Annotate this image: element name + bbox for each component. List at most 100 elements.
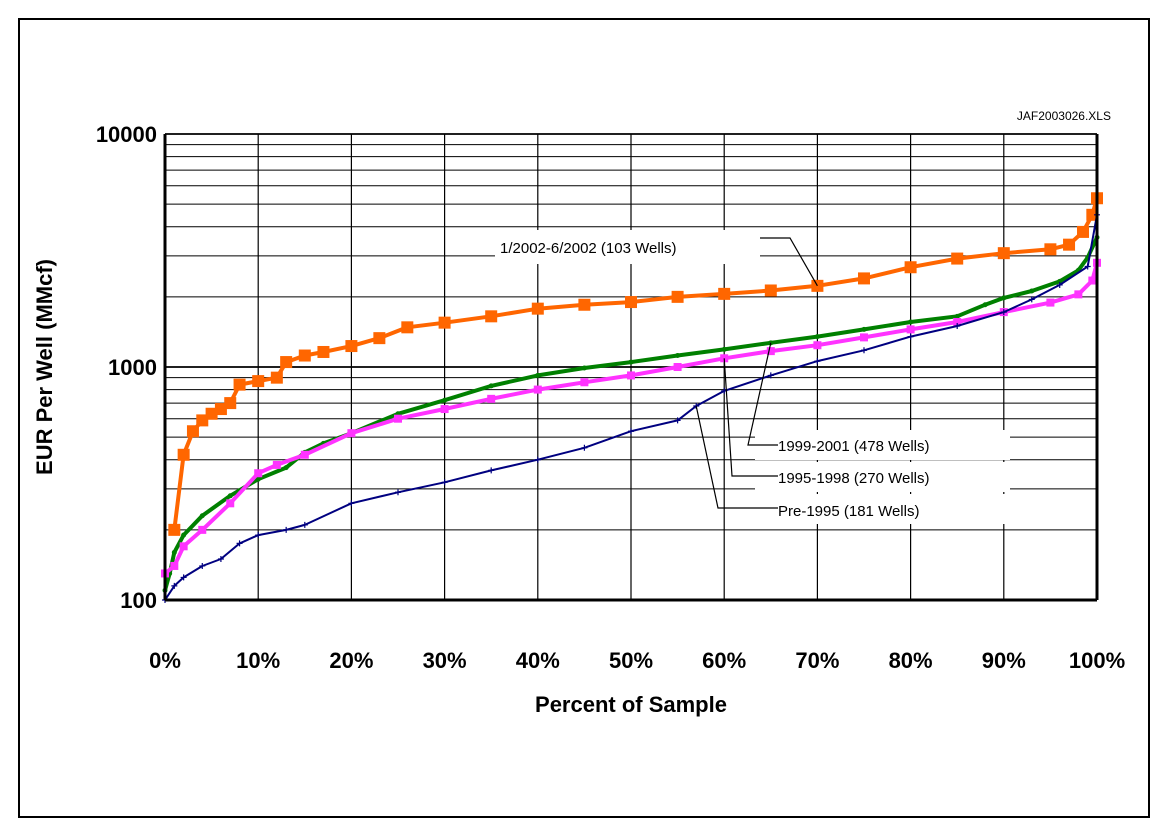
callout-box xyxy=(755,430,1010,460)
data-point xyxy=(272,460,281,469)
data-point xyxy=(811,279,824,292)
data-point xyxy=(181,532,187,538)
data-point xyxy=(252,375,265,388)
data-point xyxy=(255,476,261,482)
x-tick-label: 30% xyxy=(423,648,467,673)
data-point xyxy=(401,321,414,334)
data-point xyxy=(1056,281,1063,288)
data-point xyxy=(300,450,309,459)
data-point xyxy=(394,414,402,423)
data-point xyxy=(236,540,243,547)
data-point xyxy=(1046,298,1055,307)
x-tick-label: 20% xyxy=(329,648,373,673)
callout-box xyxy=(495,230,760,264)
callout-box xyxy=(755,462,1010,492)
data-point xyxy=(671,290,684,303)
grid-lines xyxy=(164,133,1098,601)
data-point xyxy=(177,448,190,461)
data-point xyxy=(718,287,731,300)
callout-leader xyxy=(695,405,778,509)
data-point xyxy=(1063,238,1076,251)
y-axis-title: EUR Per Well (MMcf) xyxy=(32,259,57,475)
x-tick-label: 100% xyxy=(1069,648,1125,673)
series-label: 1/2002-6/2002 (103 Wells) xyxy=(500,240,677,257)
file-tag: JAF2003026.XLS xyxy=(1017,109,1111,123)
data-point xyxy=(764,284,777,297)
data-point xyxy=(199,513,205,519)
data-point xyxy=(953,318,962,327)
data-point xyxy=(488,383,494,389)
series-label: Pre-1995 (181 Wells) xyxy=(778,503,919,520)
data-point xyxy=(214,403,227,416)
data-point xyxy=(533,385,542,394)
data-point xyxy=(860,333,868,342)
data-point xyxy=(673,363,682,371)
data-point xyxy=(373,332,386,345)
data-point xyxy=(1088,276,1097,285)
data-point xyxy=(581,444,588,451)
data-point xyxy=(1029,288,1035,294)
series-callout: 1995-1998 (270 Wells) xyxy=(723,358,1010,492)
data-point xyxy=(487,394,496,403)
x-tick-label: 10% xyxy=(236,648,280,673)
data-point xyxy=(1077,225,1090,238)
x-tick-label: 50% xyxy=(609,648,653,673)
x-tick-label: 0% xyxy=(149,648,181,673)
data-point xyxy=(1000,309,1007,316)
data-point xyxy=(233,378,246,391)
data-point xyxy=(254,469,263,478)
data-point xyxy=(1084,263,1091,270)
data-point xyxy=(767,372,774,379)
data-point xyxy=(531,302,544,315)
data-point xyxy=(301,521,308,528)
data-point xyxy=(813,341,822,350)
data-point xyxy=(270,371,283,384)
tick-labels: 0% 10% 20% 30% 40% 50% 60% 70% 80% 90% 100% 100 1000… xyxy=(96,122,1125,673)
data-point xyxy=(720,354,729,363)
data-point xyxy=(283,465,289,471)
x-axis-title: Percent of Sample xyxy=(535,692,727,717)
data-point xyxy=(904,261,917,274)
data-point xyxy=(814,358,821,365)
data-point xyxy=(1057,278,1063,284)
data-point xyxy=(171,582,178,589)
data-point xyxy=(535,372,541,378)
x-tick-label: 80% xyxy=(889,648,933,673)
data-point xyxy=(196,414,209,427)
data-point xyxy=(442,397,448,403)
data-point xyxy=(534,456,541,463)
x-tick-label: 70% xyxy=(795,648,839,673)
data-point xyxy=(951,252,964,265)
series-group xyxy=(168,192,1103,536)
data-point xyxy=(906,325,915,334)
series-label: 1995-1998 (270 Wells) xyxy=(778,470,929,487)
data-point xyxy=(180,574,187,581)
data-point xyxy=(581,365,587,371)
data-point xyxy=(861,326,867,332)
data-point xyxy=(345,340,358,353)
callout-leader xyxy=(723,358,778,477)
data-point xyxy=(395,489,401,496)
series-callout: Pre-1995 (181 Wells) xyxy=(695,405,1010,524)
data-point xyxy=(280,356,293,369)
data-point xyxy=(438,316,451,329)
data-point xyxy=(441,479,448,486)
series-group xyxy=(161,258,1101,578)
x-tick-label: 40% xyxy=(516,648,560,673)
data-point xyxy=(488,467,495,474)
data-point xyxy=(674,417,681,424)
data-point xyxy=(997,247,1010,260)
data-point xyxy=(186,425,199,438)
data-point xyxy=(580,378,589,387)
data-point xyxy=(298,349,311,362)
data-point xyxy=(675,353,681,359)
data-point xyxy=(255,532,262,539)
series-label: 1999-2001 (478 Wells) xyxy=(778,438,929,455)
data-point xyxy=(348,500,355,507)
y-tick-label: 1000 xyxy=(108,355,157,380)
data-point xyxy=(170,561,179,570)
callout-leader xyxy=(747,342,778,446)
data-point xyxy=(283,526,290,533)
data-point xyxy=(628,359,634,365)
